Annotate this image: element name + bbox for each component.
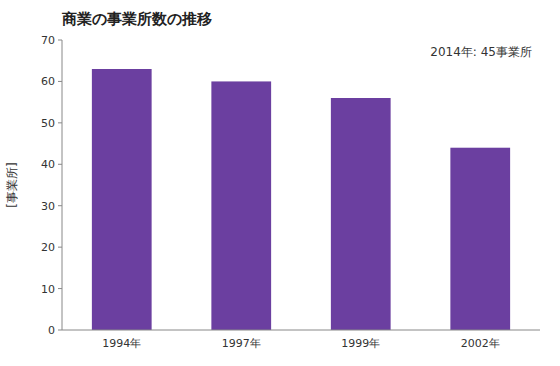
bar <box>92 69 152 330</box>
bar <box>450 148 510 330</box>
bars <box>92 69 510 330</box>
x-tick-label: 1994年 <box>102 337 141 350</box>
chart-svg: 0 10 20 30 40 50 60 70 1994年 1997年 1999年 2002年 [事業所]… <box>0 0 560 366</box>
x-tick-label: 2002年 <box>461 337 500 350</box>
y-tick <box>58 288 62 289</box>
y-axis-label: [事業所] <box>5 162 19 207</box>
x-tick-label: 1999年 <box>341 337 380 350</box>
y-tick-label: 30 <box>41 200 55 213</box>
y-tick-label: 60 <box>41 75 55 88</box>
bar <box>331 98 391 330</box>
y-tick <box>58 205 62 206</box>
y-tick <box>58 164 62 165</box>
y-tick-label: 20 <box>41 241 55 254</box>
y-tick <box>58 330 62 331</box>
x-axis-line <box>62 330 540 331</box>
x-tick-label: 1997年 <box>222 337 261 350</box>
y-tick-label: 0 <box>48 324 55 337</box>
y-tick-label: 50 <box>41 117 55 130</box>
y-tick <box>58 81 62 82</box>
y-tick <box>58 247 62 248</box>
chart-container: 0 10 20 30 40 50 60 70 1994年 1997年 1999年 2002年 [事業所]… <box>0 0 560 366</box>
y-tick <box>58 40 62 41</box>
y-tick-label: 70 <box>41 34 55 47</box>
y-tick <box>58 122 62 123</box>
bar <box>211 81 271 330</box>
annotation: 2014年: 45事業所 <box>430 45 532 59</box>
title: 商業の事業所数の推移 <box>61 10 212 28</box>
y-tick-label: 10 <box>41 283 55 296</box>
y-axis-line <box>62 40 63 330</box>
y-tick-label: 40 <box>41 158 55 171</box>
